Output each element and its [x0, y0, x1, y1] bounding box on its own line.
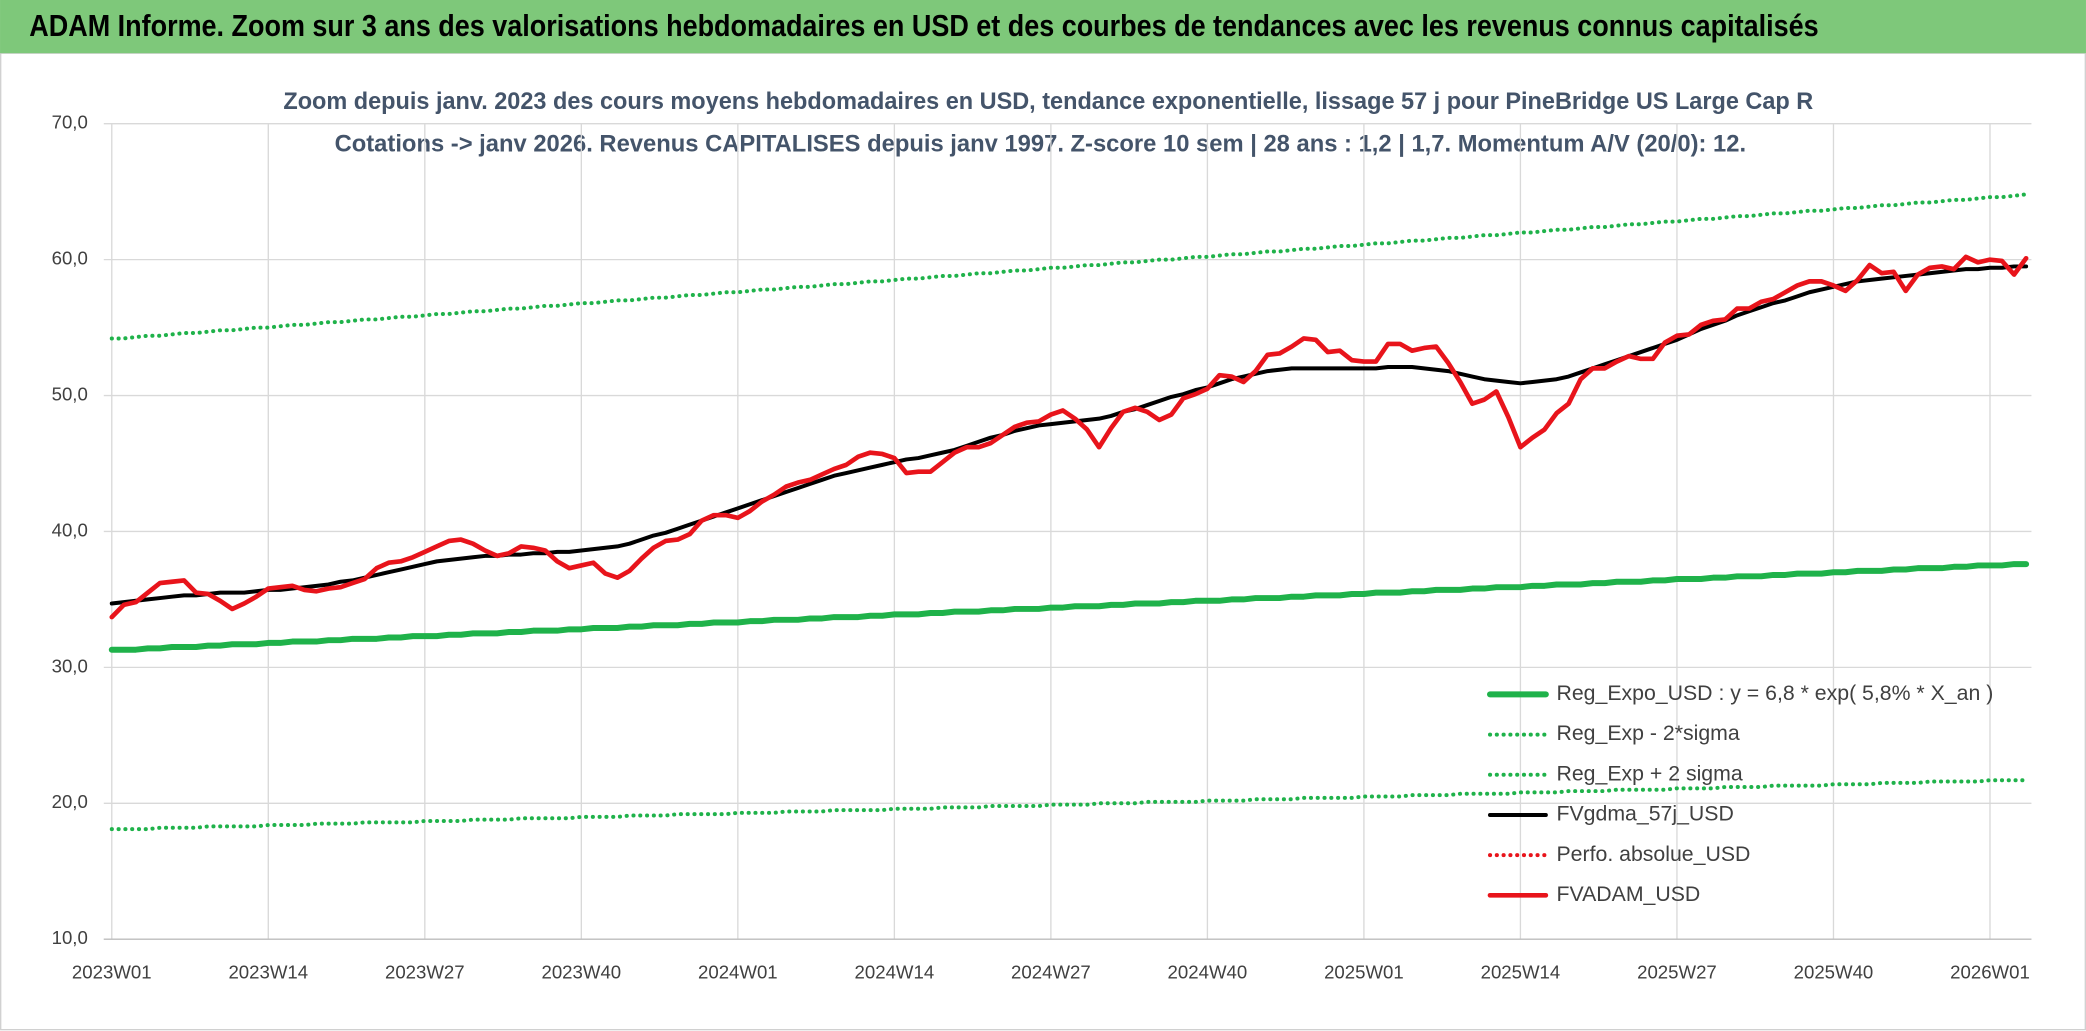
banner-title: ADAM Informe. Zoom sur 3 ans des valoris… — [29, 9, 1818, 43]
x-tick-label: 2024W01 — [698, 962, 778, 983]
y-tick-label: 20,0 — [52, 791, 88, 812]
x-tick-label: 2023W01 — [72, 962, 152, 983]
x-tick-label: 2023W40 — [541, 962, 621, 983]
y-tick-label: 60,0 — [52, 248, 88, 269]
x-tick-label: 2024W27 — [1011, 962, 1091, 983]
x-tick-label: 2023W14 — [228, 962, 308, 983]
y-tick-label: 10,0 — [52, 927, 88, 948]
legend-label: Perfo. absolue_USD — [1557, 842, 1751, 866]
legend-label: Reg_Exp - 2*sigma — [1557, 721, 1740, 745]
x-tick-label: 2025W01 — [1324, 962, 1404, 983]
x-tick-label: 2024W14 — [855, 962, 935, 983]
series-line — [109, 254, 2029, 620]
series-line — [109, 778, 2029, 832]
x-tick-label: 2025W40 — [1794, 962, 1874, 983]
y-tick-label: 50,0 — [52, 383, 88, 404]
series-line — [109, 264, 2029, 606]
y-tick-label: 30,0 — [52, 655, 88, 676]
legend-label: Reg_Exp + 2 sigma — [1557, 761, 1743, 785]
x-tick-label: 2023W27 — [385, 962, 465, 983]
y-tick-label: 70,0 — [52, 112, 88, 133]
x-tick-label: 2025W27 — [1637, 962, 1717, 983]
series-line — [109, 192, 2029, 341]
banner — [0, 0, 2086, 54]
series-line — [108, 561, 2030, 653]
legend-label: Reg_Expo_USD : y = 6,8 * exp( 5,8% * X_a… — [1557, 681, 1994, 705]
chart-title: Zoom depuis janv. 2023 des cours moyens … — [283, 88, 1813, 115]
x-tick-label: 2025W14 — [1481, 962, 1561, 983]
chart-subtitle: Cotations -> janv 2026. Revenus CAPITALI… — [335, 130, 1746, 157]
legend-label: FVADAM_USD — [1557, 882, 1701, 906]
y-tick-label: 40,0 — [52, 519, 88, 540]
x-tick-label: 2024W40 — [1168, 962, 1248, 983]
legend-label: FVgdma_57j_USD — [1557, 802, 1734, 826]
x-tick-label: 2026W01 — [1950, 962, 2030, 983]
